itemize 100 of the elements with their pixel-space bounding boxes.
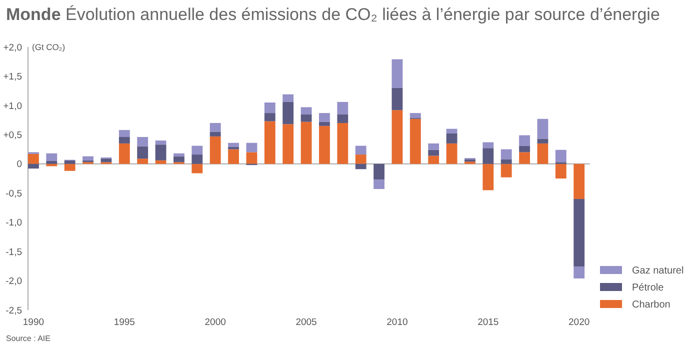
bar <box>174 156 184 162</box>
bar <box>228 146 239 150</box>
bar <box>319 126 330 164</box>
y-tick-label: 0 <box>16 159 22 170</box>
bar <box>155 160 166 164</box>
bar <box>282 102 294 124</box>
bar <box>137 158 148 164</box>
bar <box>210 122 221 132</box>
bar <box>264 121 276 164</box>
bar <box>118 137 130 144</box>
y-tick-label: -1,5 <box>6 246 22 258</box>
bar <box>264 113 276 122</box>
y-tick-label: +1,0 <box>3 100 22 112</box>
legend-label: Pétrole <box>632 282 664 294</box>
bar <box>155 140 166 145</box>
bar <box>446 143 458 164</box>
bar <box>228 142 239 147</box>
bar <box>319 113 330 122</box>
bar <box>282 94 294 102</box>
bar <box>392 88 403 110</box>
bar <box>210 136 221 164</box>
x-tick-label: 2015 <box>478 317 499 328</box>
bar <box>446 134 458 144</box>
y-axis-title: (Gt CO₂) <box>32 42 66 52</box>
bar <box>482 142 494 148</box>
bar <box>46 160 58 164</box>
bar <box>246 142 258 152</box>
bar <box>246 152 258 164</box>
bar <box>210 132 221 136</box>
bar <box>118 143 130 164</box>
bar <box>482 148 494 164</box>
bar <box>300 122 312 164</box>
bar <box>28 154 39 164</box>
y-tick-label: -1,0 <box>6 218 22 229</box>
bar <box>82 156 94 160</box>
bar <box>392 59 403 88</box>
bar <box>228 149 239 164</box>
bar <box>337 102 348 114</box>
y-tick-label: +0,5 <box>3 130 22 141</box>
y-tick-label: -0,5 <box>6 188 22 200</box>
bar <box>428 150 440 156</box>
bar <box>574 164 585 199</box>
bar <box>192 164 203 174</box>
y-tick-label: +1,5 <box>3 72 22 83</box>
bar <box>64 164 76 171</box>
bar <box>319 122 330 126</box>
bar <box>519 135 530 146</box>
bar <box>174 153 184 156</box>
bar <box>410 118 421 164</box>
bar <box>519 152 530 164</box>
bar <box>519 146 530 152</box>
bar <box>392 110 403 164</box>
bar <box>574 198 585 267</box>
bar <box>374 164 384 180</box>
bar <box>46 153 58 161</box>
bar <box>337 122 348 164</box>
legend-label: Gaz naturel <box>632 266 684 276</box>
bar <box>482 164 494 190</box>
x-tick-label: 1995 <box>114 317 135 328</box>
legend-label: Charbon <box>632 300 670 310</box>
bar <box>374 180 384 190</box>
x-tick-label: 1990 <box>22 317 44 328</box>
bar <box>282 124 294 164</box>
bar <box>192 146 203 155</box>
bar <box>500 149 512 160</box>
bar <box>446 128 458 134</box>
bar <box>155 144 166 160</box>
bar <box>537 138 548 144</box>
bar <box>537 118 548 139</box>
bar <box>428 156 440 164</box>
x-tick-label: 2010 <box>386 317 408 328</box>
bar <box>300 107 312 114</box>
x-tick-label: 2000 <box>204 317 226 328</box>
bar <box>118 130 130 138</box>
bar <box>100 158 112 162</box>
bar <box>264 102 276 114</box>
bar <box>500 159 512 164</box>
y-tick-label: -2,0 <box>6 276 22 288</box>
source-note: Source : AIE <box>6 334 50 343</box>
bar <box>355 154 366 164</box>
bar <box>355 146 366 155</box>
bar <box>464 159 476 162</box>
bar <box>555 150 566 162</box>
bar <box>64 160 76 164</box>
bar <box>137 137 148 146</box>
chart-subtitle: Évolution annuelle des émissions de CO₂ liées à l’énergie par source d’énergie <box>60 5 660 24</box>
x-tick-label: 2020 <box>568 317 590 328</box>
bar <box>355 164 366 170</box>
y-tick-label: +2,0 <box>3 42 22 54</box>
bar <box>410 113 421 118</box>
bar <box>574 266 585 278</box>
chart-title: Monde <box>6 5 61 24</box>
bar <box>337 114 348 123</box>
bar <box>192 154 203 164</box>
bar <box>428 143 440 150</box>
bar <box>500 164 512 178</box>
bar <box>300 114 312 122</box>
bar <box>28 164 39 169</box>
bar <box>137 146 148 159</box>
x-tick-label: 2005 <box>296 317 317 328</box>
